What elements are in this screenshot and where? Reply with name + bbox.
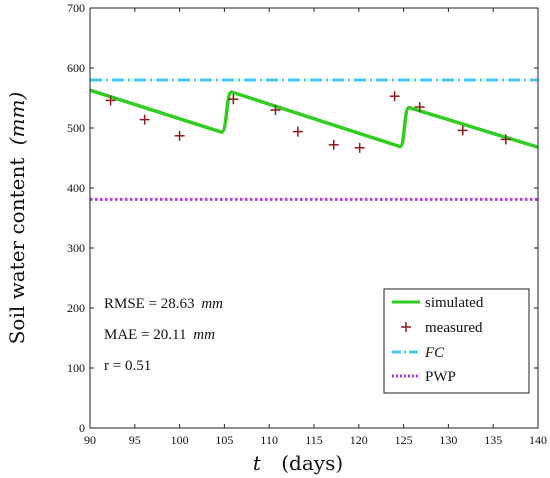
x-tick-label: 120: [350, 433, 368, 447]
x-axis-label: t (days): [253, 451, 343, 475]
x-tick-label: 135: [484, 433, 502, 447]
rmse-annotation: RMSE = 28.63 mm: [104, 296, 223, 312]
y-tick-label: 0: [79, 421, 85, 435]
x-axis-variable: t: [253, 451, 262, 475]
measured-point: [328, 139, 339, 150]
measured-point: [500, 134, 511, 145]
y-tick-label: 500: [67, 121, 85, 135]
stats-annotations: RMSE = 28.63 mm MAE = 20.11 mm r = 0.51: [104, 296, 223, 374]
measured-point: [139, 114, 150, 125]
measured-point: [389, 91, 400, 102]
measured-point: [292, 126, 303, 137]
r-annotation: r = 0.51: [104, 358, 151, 374]
measured-point: [414, 102, 425, 112]
measured-point: [228, 94, 239, 105]
legend: simulated measured FC PWP: [383, 288, 530, 394]
series-lines: [89, 78, 539, 201]
x-axis-ticks: 90 95 100 105 110 115 120 125 130 135 140: [84, 8, 547, 447]
y-tick-label: 100: [67, 361, 85, 375]
y-axis-unit: (mm): [5, 92, 29, 146]
y-axis-ticks: 0 100 200 300 400 500 600 700: [67, 1, 538, 435]
measured-point: [105, 95, 116, 106]
y-tick-label: 300: [67, 241, 85, 255]
y-tick-label: 400: [67, 181, 85, 195]
x-tick-label: 130: [439, 433, 457, 447]
series-line-simulated: [89, 88, 539, 149]
x-tick-label: 105: [215, 433, 233, 447]
y-tick-label: 600: [67, 61, 85, 75]
y-axis-label: Soil water content (mm): [5, 92, 29, 345]
x-tick-label: 110: [260, 433, 278, 447]
mae-annotation: MAE = 20.11 mm: [104, 327, 215, 343]
measured-point: [174, 130, 185, 141]
x-axis-unit: (days): [281, 451, 343, 475]
measured-markers: [105, 91, 511, 153]
legend-fc-label: FC: [424, 345, 445, 361]
legend-simulated-label: simulated: [425, 295, 484, 311]
legend-pwp-label: PWP: [425, 369, 456, 385]
legend-measured-swatch: [401, 322, 411, 332]
measured-point: [457, 125, 468, 136]
x-tick-label: 115: [305, 433, 323, 447]
y-tick-label: 200: [67, 301, 85, 315]
legend-measured-label: measured: [425, 320, 483, 336]
x-tick-label: 125: [395, 433, 413, 447]
x-tick-label: 95: [129, 433, 141, 447]
measured-point: [270, 105, 281, 115]
x-tick-label: 100: [171, 433, 189, 447]
y-tick-label: 700: [67, 1, 85, 15]
x-tick-label: 90: [84, 433, 96, 447]
measured-point: [354, 142, 365, 153]
x-tick-label: 140: [529, 433, 547, 447]
y-axis-title: Soil water content: [5, 158, 29, 345]
